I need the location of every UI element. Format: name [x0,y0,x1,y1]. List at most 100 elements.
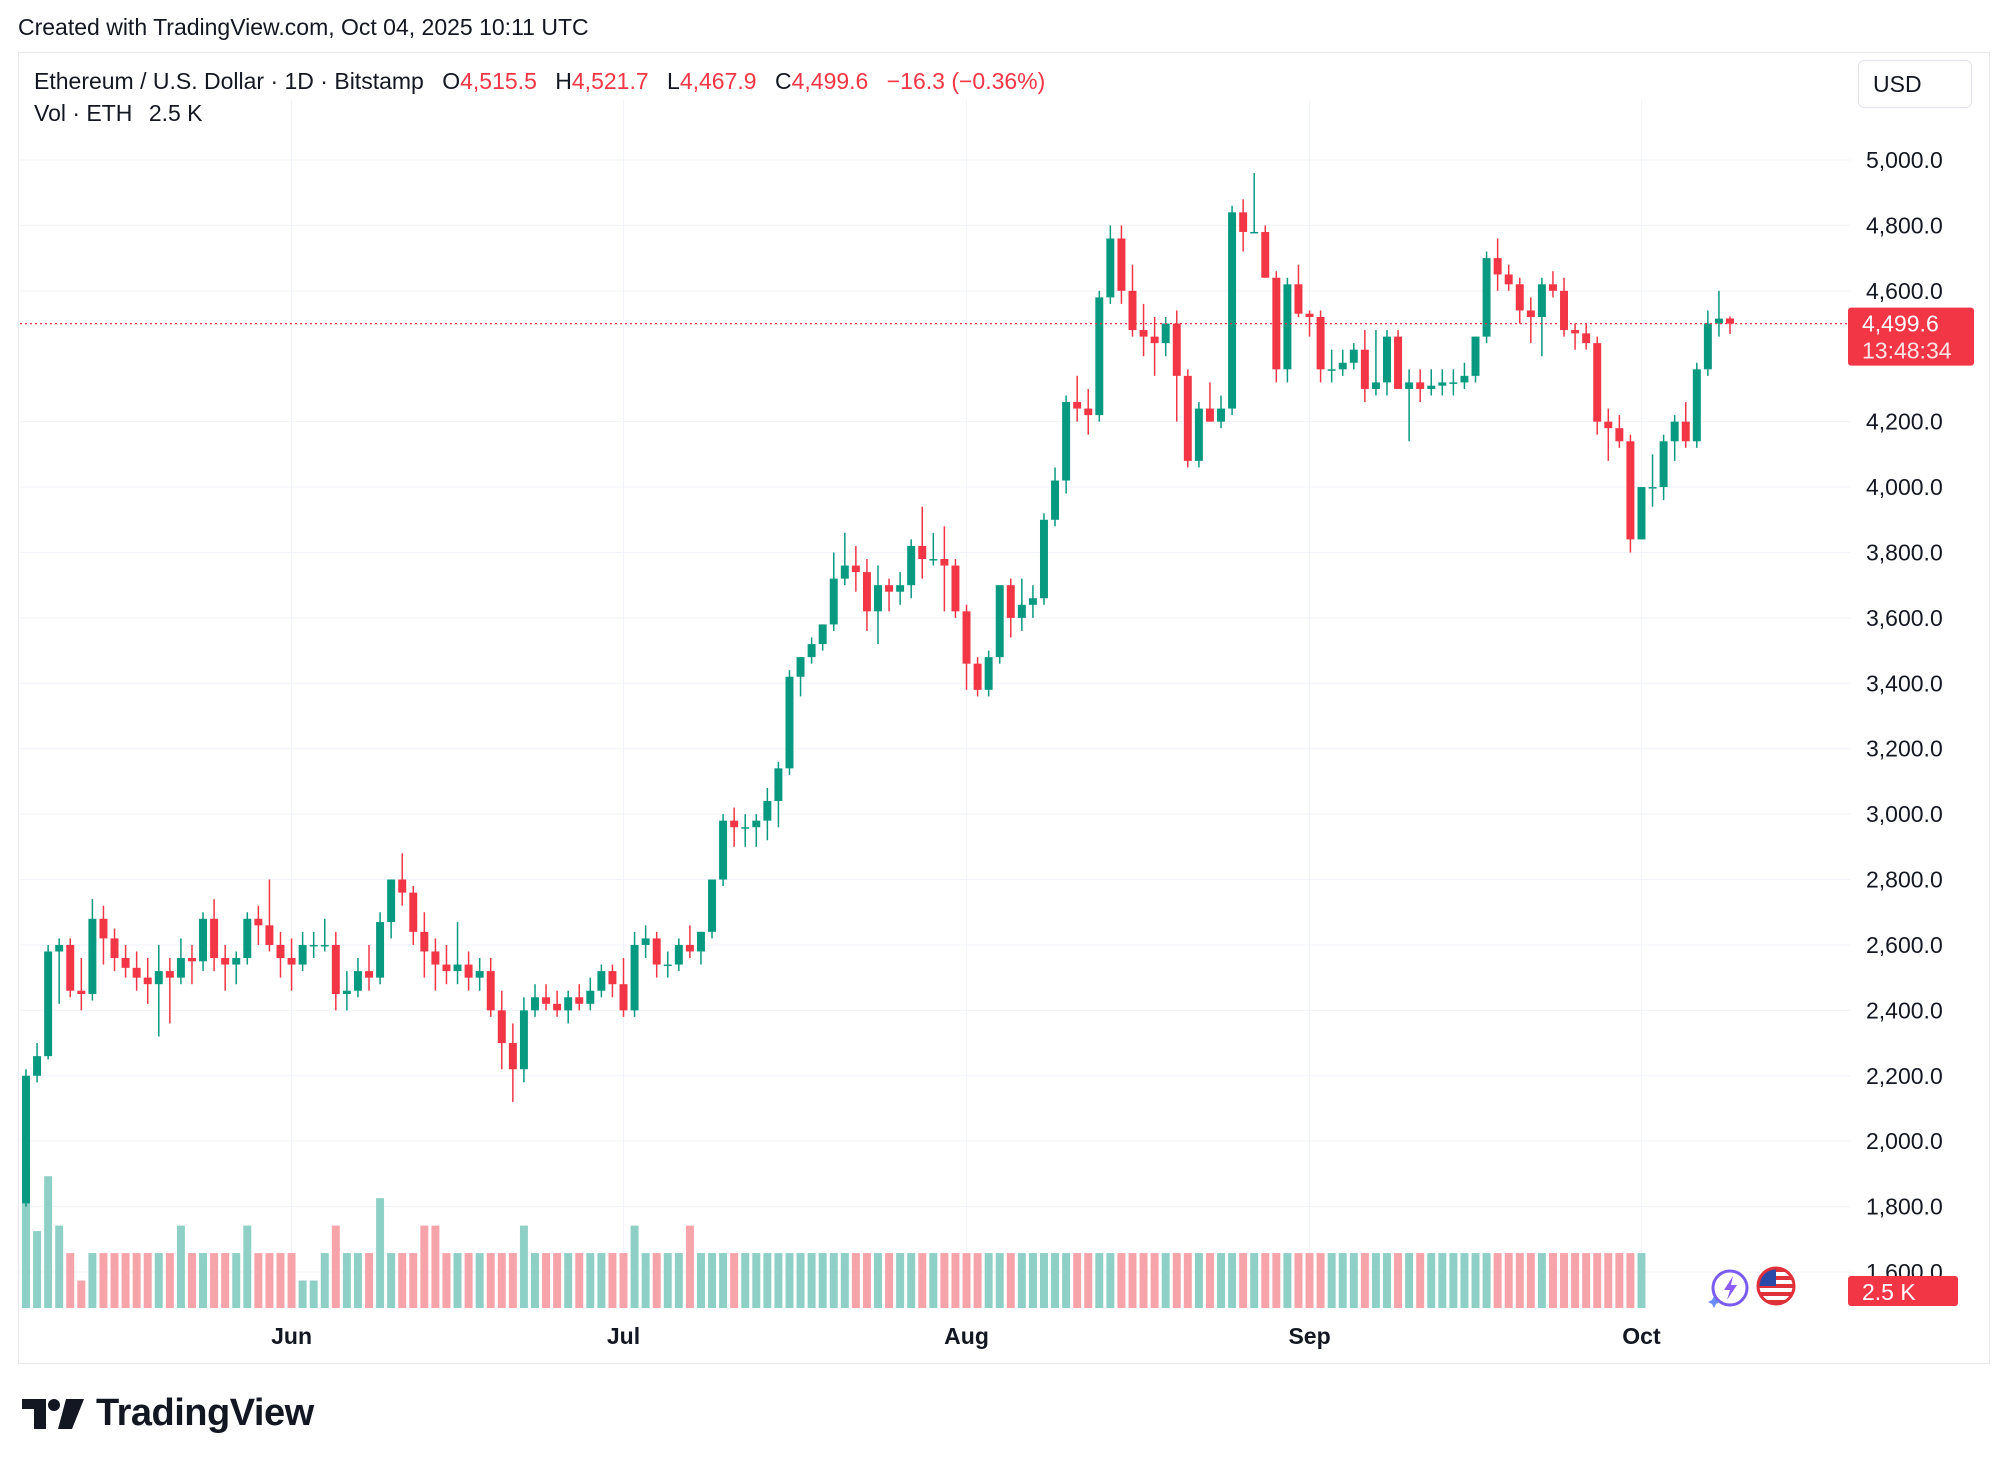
candle-body[interactable] [1394,336,1403,389]
candle-body[interactable] [708,879,717,932]
sparkle-bolt-icon[interactable] [1706,1266,1750,1310]
candle-body[interactable] [22,1075,30,1204]
candle-body[interactable] [464,964,473,978]
candle-body[interactable] [88,918,97,994]
candle-body[interactable] [1670,421,1679,442]
candle-body[interactable] [1051,480,1060,520]
candle-body[interactable] [1360,349,1369,389]
candle-body[interactable] [1349,349,1358,363]
candle-body[interactable] [862,572,871,612]
candle-body[interactable] [298,944,307,965]
candle-body[interactable] [165,971,174,978]
candle-body[interactable] [1427,385,1436,389]
currency-button[interactable]: USD [1858,60,1972,108]
candle-body[interactable] [132,967,141,978]
candle-body[interactable] [874,585,882,612]
candle-body[interactable] [1681,421,1690,442]
candle-body[interactable] [630,944,639,1011]
candle-body[interactable] [1659,441,1668,488]
candle-body[interactable] [1062,402,1071,481]
candle-body[interactable] [420,931,429,952]
candle-body[interactable] [553,1003,562,1011]
candle-body[interactable] [1548,284,1557,291]
candle-body[interactable] [752,820,761,828]
candle-body[interactable] [774,768,783,802]
candle-body[interactable] [1515,284,1524,311]
candle-body[interactable] [608,971,617,985]
candle-body[interactable] [962,611,971,664]
candle-body[interactable] [696,931,705,952]
candle-body[interactable] [33,1056,42,1076]
candle-body[interactable] [497,1010,506,1044]
candle-body[interactable] [1460,375,1469,383]
candle-body[interactable] [1084,408,1093,416]
candle-body[interactable] [1526,310,1535,317]
candle-body[interactable] [995,585,1004,658]
candle-body[interactable] [1217,408,1225,422]
candle-body[interactable] [1482,258,1491,337]
candle-body[interactable] [741,827,750,829]
candle-body[interactable] [210,918,219,959]
candle-body[interactable] [1714,318,1723,324]
candle-body[interactable] [951,565,960,612]
candle-body[interactable] [1405,382,1414,389]
candle-body[interactable] [1504,274,1513,285]
candle-body[interactable] [1726,318,1734,324]
candle-body[interactable] [1692,369,1701,442]
candle-body[interactable] [1150,336,1159,344]
candle-body[interactable] [1537,284,1546,317]
candle-body[interactable] [1471,336,1480,376]
candle-body[interactable] [719,820,728,880]
candle-body[interactable] [564,997,573,1011]
candle-body[interactable] [66,944,75,991]
candle-body[interactable] [431,951,440,965]
candle-body[interactable] [796,657,805,677]
candle-body[interactable] [154,971,163,985]
candle-body[interactable] [1338,362,1347,370]
candle-body[interactable] [254,918,263,926]
symbol-title[interactable]: Ethereum / U.S. Dollar · 1D · Bitstamp [34,68,424,94]
candle-body[interactable] [619,984,628,1011]
candle-body[interactable] [652,938,661,965]
candle-body[interactable] [265,925,274,945]
candle-body[interactable] [1327,369,1336,371]
candle-body[interactable] [287,958,296,965]
candle-body[interactable] [342,990,351,994]
candle-body[interactable] [143,977,152,985]
candle-body[interactable] [1183,375,1192,461]
candle-body[interactable] [176,958,185,978]
candle-body[interactable] [1194,408,1203,461]
candle-body[interactable] [1626,441,1635,540]
candle-body[interactable] [1615,428,1624,442]
candle-body[interactable] [77,990,86,994]
candle-body[interactable] [531,997,539,1011]
candle-body[interactable] [398,879,407,893]
candle-body[interactable] [1305,313,1314,317]
candle-body[interactable] [1205,408,1214,422]
candle-body[interactable] [221,958,230,965]
candle-body[interactable] [685,944,694,952]
candle-body[interactable] [1250,231,1259,234]
candle-body[interactable] [1283,284,1292,370]
candle-body[interactable] [331,944,340,994]
candle-body[interactable] [1316,316,1325,370]
candle-body[interactable] [730,820,739,828]
candle-body[interactable] [1228,212,1237,409]
candle-body[interactable] [840,565,849,579]
candle-body[interactable] [1095,297,1104,416]
candle-body[interactable] [387,879,396,923]
candle-body[interactable] [785,676,794,769]
candle-body[interactable] [1117,238,1126,291]
candle-body[interactable] [199,918,208,962]
candle-body[interactable] [232,958,241,965]
candle-body[interactable] [1449,382,1458,384]
candle-body[interactable] [896,585,905,592]
us-flag-icon[interactable] [1754,1264,1798,1308]
candle-body[interactable] [475,971,484,978]
candle-body[interactable] [1039,519,1048,599]
candle-body[interactable] [519,1010,528,1070]
candle-body[interactable] [110,938,119,959]
candle-body[interactable] [1139,330,1148,337]
candle-body[interactable] [1106,238,1115,298]
